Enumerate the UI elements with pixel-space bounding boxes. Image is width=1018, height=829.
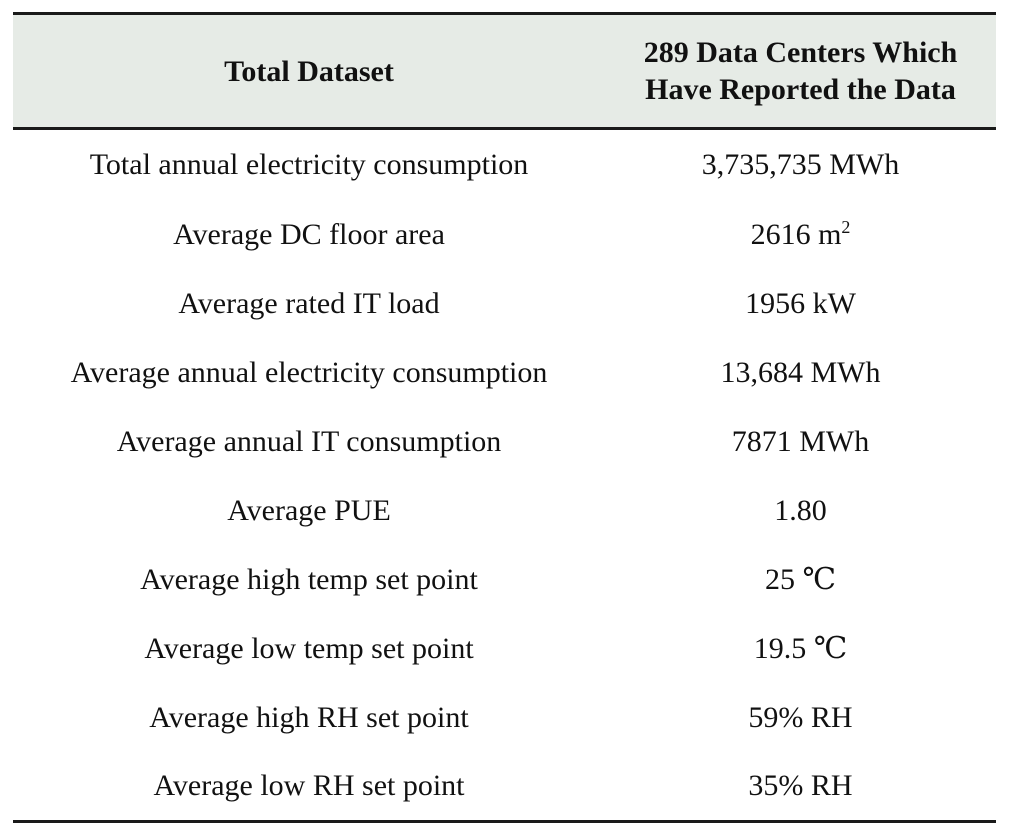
table-row: Average DC floor area 2616 m2 xyxy=(13,200,996,269)
row-value: 59% RH xyxy=(748,700,853,734)
header-reporting-centers-line-1: 289 Data Centers Which xyxy=(643,36,958,69)
table-header: Total Dataset 289 Data Centers Which Hav… xyxy=(13,13,996,130)
row-label: Average DC floor area xyxy=(173,217,445,251)
row-value: 7871 MWh xyxy=(731,424,870,458)
row-value: 35% RH xyxy=(748,769,853,802)
row-value: 3,735,735 MWh xyxy=(701,148,900,181)
superscript-exponent: 2 xyxy=(841,216,851,237)
data-center-summary-table: Total Dataset 289 Data Centers Which Hav… xyxy=(13,12,996,823)
header-reporting-centers-line-2: Have Reported the Data xyxy=(645,73,956,106)
row-value: 1956 kW xyxy=(745,286,856,320)
row-value: 1.80 xyxy=(774,493,827,527)
table-row: Average PUE 1.80 xyxy=(13,476,996,545)
row-label: Total annual electricity consumption xyxy=(89,148,529,181)
header-reporting-centers: 289 Data Centers Which Have Reported the… xyxy=(605,13,996,130)
row-label: Average PUE xyxy=(227,493,391,527)
table-body: Total annual electricity consumption 3,7… xyxy=(13,129,996,822)
header-row: Total Dataset 289 Data Centers Which Hav… xyxy=(13,13,996,130)
table-row: Average low RH set point 35% RH xyxy=(13,752,996,822)
table-row: Average high temp set point 25 ℃ xyxy=(13,545,996,614)
table-row: Total annual electricity consumption 3,7… xyxy=(13,129,996,201)
row-value: 19.5 ℃ xyxy=(753,632,848,665)
table-row: Average high RH set point 59% RH xyxy=(13,683,996,752)
row-value: 25 ℃ xyxy=(764,563,837,596)
data-table-container: Total Dataset 289 Data Centers Which Hav… xyxy=(13,12,996,823)
table-row: Average annual electricity consumption 1… xyxy=(13,338,996,407)
row-label: Average annual IT consumption xyxy=(116,424,502,458)
row-label: Average high RH set point xyxy=(149,700,469,734)
row-label: Average low RH set point xyxy=(153,769,465,802)
row-label: Average high temp set point xyxy=(140,562,478,596)
row-value: 2616 m2 xyxy=(605,200,996,269)
row-label: Average rated IT load xyxy=(178,286,440,320)
row-label: Average annual electricity consumption xyxy=(70,355,548,389)
table-row: Average annual IT consumption 7871 MWh xyxy=(13,407,996,476)
row-label: Average low temp set point xyxy=(144,631,474,665)
table-row: Average rated IT load 1956 kW xyxy=(13,269,996,338)
row-value: 13,684 MWh xyxy=(720,355,881,389)
row-value-text: 2616 m xyxy=(750,217,842,251)
table-row: Average low temp set point 19.5 ℃ xyxy=(13,614,996,683)
header-total-dataset: Total Dataset xyxy=(13,13,605,130)
